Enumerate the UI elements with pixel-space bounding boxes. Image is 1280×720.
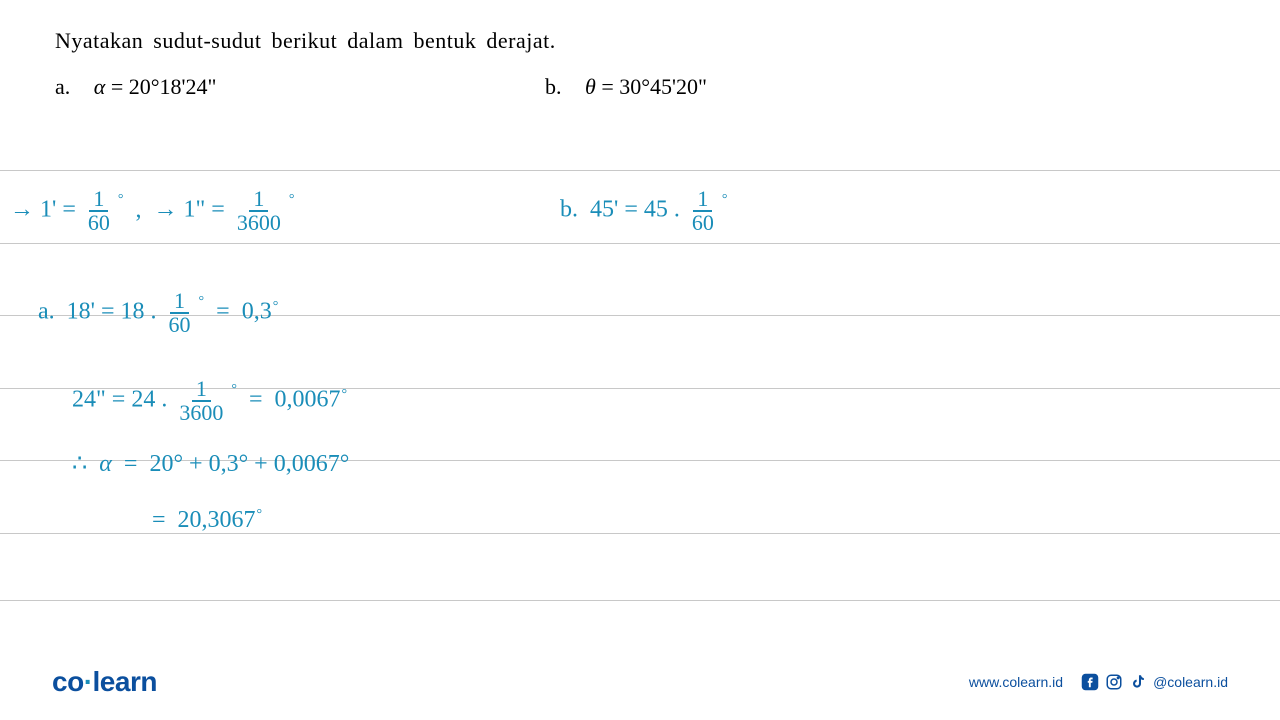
social-icons: @colearn.id xyxy=(1081,673,1228,691)
ruled-line xyxy=(0,533,1280,534)
part-b-label: b. xyxy=(545,74,562,99)
part-b-var: θ xyxy=(585,74,596,99)
part-a-value: 20°18'24" xyxy=(129,74,217,99)
tiktok-icon xyxy=(1129,673,1147,691)
question-part-b: b. θ = 30°45'20" xyxy=(545,74,1225,100)
hw-a-24: 24" = 24 . 13600° = 0,0067° xyxy=(72,378,347,424)
ruled-line xyxy=(0,600,1280,601)
hw-alpha-sum: ∴ α = 20° + 0,3° + 0,0067° xyxy=(72,452,349,476)
ruled-line xyxy=(0,170,1280,171)
colearn-logo: co·learn xyxy=(52,666,157,698)
part-a-eq: = xyxy=(111,74,129,99)
hw-a-18: a. 18' = 18 . 160° = 0,3° xyxy=(38,290,278,336)
hw-conv-1: → 1' = 160° , → 1" = 13600° xyxy=(10,188,294,234)
social-handle: @colearn.id xyxy=(1153,674,1228,690)
part-a-var: α xyxy=(94,74,106,99)
facebook-icon xyxy=(1081,673,1099,691)
ruled-line xyxy=(0,243,1280,244)
part-b-eq: = xyxy=(601,74,619,99)
part-b-value: 30°45'20" xyxy=(619,74,707,99)
question-title: Nyatakan sudut-sudut berikut dalam bentu… xyxy=(55,28,1225,54)
part-a-label: a. xyxy=(55,74,70,99)
question-part-a: a. α = 20°18'24" xyxy=(55,74,545,100)
hw-b-45: b. 45' = 45 . 160° xyxy=(560,188,727,234)
hw-alpha-result: = 20,3067° xyxy=(152,508,262,532)
footer: co·learn www.colearn.id @colearn.id xyxy=(0,666,1280,698)
instagram-icon xyxy=(1105,673,1123,691)
footer-url: www.colearn.id xyxy=(969,674,1063,690)
